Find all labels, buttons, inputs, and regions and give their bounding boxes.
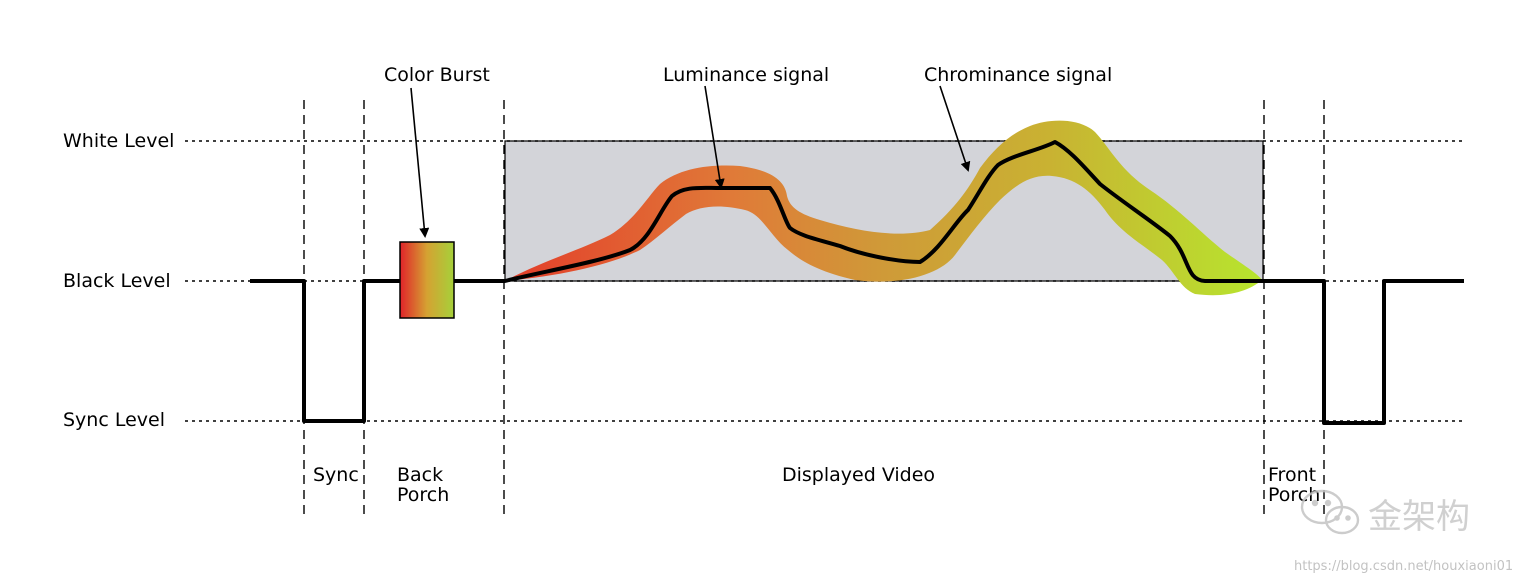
luminance-label: Luminance signal xyxy=(663,64,829,86)
watermark-url: https://blog.csdn.net/houxiaoni01 xyxy=(1294,559,1513,574)
front-porch-label-line2: Porch xyxy=(1268,484,1320,506)
color-burst-label: Color Burst xyxy=(384,64,490,86)
chrominance-band xyxy=(505,120,1262,296)
back-porch-label-line1: Back xyxy=(397,464,443,486)
sync-section-label: Sync xyxy=(313,464,359,486)
front-porch-label-line1: Front xyxy=(1268,464,1316,486)
luminance-arrow xyxy=(704,85,725,189)
black-level-label: Black Level xyxy=(63,270,171,292)
watermark-name: 金架构 xyxy=(1368,497,1470,537)
displayed-video-label: Displayed Video xyxy=(782,464,935,486)
chrominance-arrow xyxy=(939,85,971,172)
color-burst-box xyxy=(399,241,455,319)
wechat-icon xyxy=(1300,489,1360,535)
white-level-label: White Level xyxy=(63,130,174,152)
chrominance-label: Chrominance signal xyxy=(924,64,1112,86)
back-porch-label-line2: Porch xyxy=(397,484,449,506)
color-burst-arrow xyxy=(410,87,430,238)
composite-signal-waveform xyxy=(250,140,1464,425)
watermark: 金架构 https://blog.csdn.net/houxiaoni01 xyxy=(1294,489,1513,574)
sync-level-label: Sync Level xyxy=(63,409,165,431)
